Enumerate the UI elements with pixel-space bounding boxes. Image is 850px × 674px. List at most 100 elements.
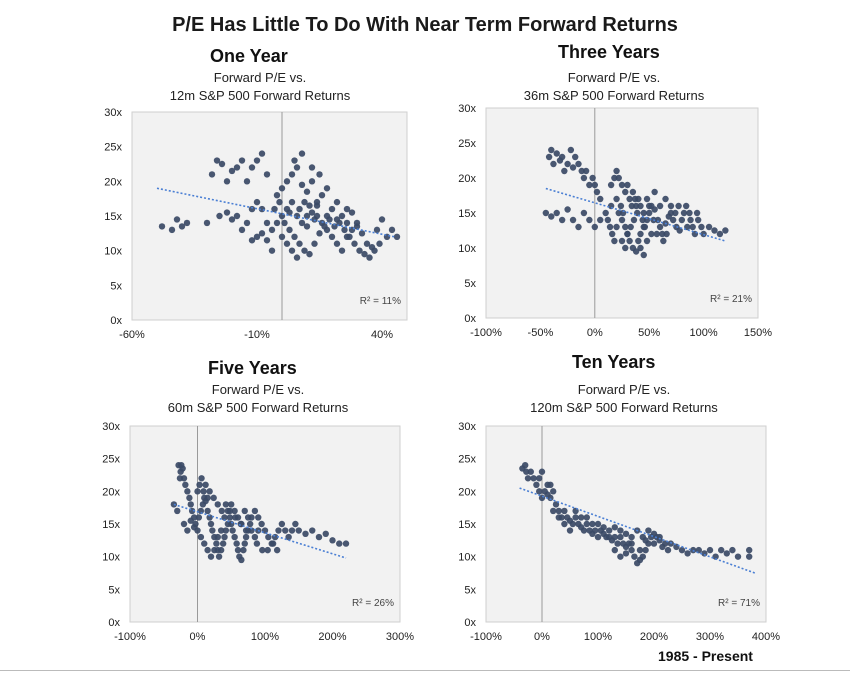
- data-point: [346, 233, 353, 240]
- data-point: [371, 247, 378, 254]
- data-point: [222, 501, 230, 508]
- data-point: [275, 527, 282, 534]
- data-point: [197, 533, 205, 541]
- panel-title-ten-years: Ten Years: [572, 352, 656, 372]
- data-point: [558, 216, 566, 224]
- data-point: [173, 216, 181, 223]
- data-point: [656, 223, 664, 231]
- data-point: [248, 514, 255, 521]
- data-point: [216, 212, 223, 220]
- x-tick-label: 0%: [587, 327, 603, 339]
- data-point: [282, 527, 289, 534]
- data-point: [248, 205, 256, 213]
- data-point: [622, 244, 629, 252]
- data-point: [268, 247, 276, 254]
- data-point: [530, 475, 537, 482]
- data-point: [318, 192, 326, 199]
- data-point: [642, 546, 649, 554]
- data-point: [298, 150, 306, 157]
- data-point: [343, 205, 351, 213]
- data-point: [331, 223, 338, 230]
- plot-area: [485, 425, 767, 623]
- data-point: [687, 216, 694, 224]
- y-tick-label: 5x: [108, 584, 120, 596]
- y-tick-label: 30x: [458, 103, 476, 115]
- data-point: [315, 533, 323, 541]
- data-point: [552, 501, 560, 508]
- data-point: [218, 160, 226, 168]
- data-point: [646, 202, 653, 210]
- data-point: [561, 167, 568, 175]
- data-point: [316, 230, 323, 237]
- data-point: [622, 188, 629, 196]
- data-point: [361, 250, 368, 258]
- data-point: [333, 240, 341, 247]
- data-point: [630, 216, 638, 224]
- data-point: [627, 223, 634, 231]
- panel-title-three-years: Three Years: [558, 42, 660, 62]
- y-tick-label: 15x: [458, 208, 476, 220]
- data-point: [393, 233, 401, 240]
- data-point: [550, 488, 557, 495]
- data-point: [246, 520, 254, 528]
- data-point: [217, 546, 225, 554]
- data-point: [203, 219, 211, 227]
- y-tick-label: 30x: [458, 421, 476, 433]
- data-point: [237, 520, 244, 528]
- scatter-plot-one-year: 0x 5x 10x 15x 20x 25x 30x -60% -10% 40% R² = 11%: [104, 107, 408, 341]
- x-tick-label: 40%: [371, 329, 393, 341]
- data-point: [650, 540, 658, 547]
- x-tick-label: 100%: [584, 631, 612, 643]
- data-point: [253, 198, 261, 206]
- data-point: [632, 248, 640, 255]
- y-tick-label: 5x: [464, 584, 476, 596]
- data-point: [628, 540, 635, 547]
- data-point: [589, 520, 596, 528]
- panel-subtitle-three-years-line1: Forward P/E vs.: [567, 70, 661, 85]
- data-point: [248, 527, 255, 534]
- data-point: [242, 533, 250, 541]
- data-point: [684, 550, 691, 557]
- x-tick-label: 100%: [251, 631, 279, 643]
- data-point: [536, 475, 543, 482]
- data-point: [241, 507, 248, 515]
- data-point: [705, 223, 713, 231]
- y-tick-label: 0x: [110, 315, 122, 327]
- data-point: [550, 160, 557, 168]
- data-point: [378, 216, 386, 223]
- data-point: [323, 212, 331, 220]
- data-point: [263, 219, 271, 227]
- data-point: [642, 537, 649, 544]
- data-point: [168, 226, 176, 234]
- data-point: [228, 216, 236, 223]
- data-point: [591, 223, 598, 231]
- data-point: [213, 157, 221, 164]
- x-tick-label: 300%: [386, 631, 414, 643]
- data-point: [198, 475, 205, 482]
- data-point: [226, 514, 234, 521]
- data-point: [186, 494, 193, 502]
- data-point: [545, 153, 553, 161]
- data-point: [338, 247, 346, 254]
- data-point: [589, 174, 596, 182]
- panel-subtitle-ten-years-line2: 120m S&P 500 Forward Returns: [530, 400, 718, 415]
- data-point: [597, 216, 604, 224]
- data-point: [207, 520, 215, 528]
- data-point: [283, 178, 291, 185]
- data-point: [303, 223, 311, 230]
- data-point: [523, 468, 530, 475]
- data-point: [231, 507, 238, 515]
- data-point: [628, 202, 635, 210]
- data-point: [321, 223, 328, 230]
- data-point: [356, 247, 363, 254]
- data-point: [698, 223, 705, 231]
- y-tick-label: 15x: [458, 519, 476, 531]
- data-point: [217, 527, 225, 534]
- data-point: [617, 202, 625, 210]
- data-point: [322, 530, 329, 537]
- x-tick-label: 0%: [190, 631, 206, 643]
- data-point: [301, 247, 308, 254]
- data-point: [594, 520, 602, 528]
- data-point: [221, 514, 228, 521]
- data-point: [626, 237, 633, 245]
